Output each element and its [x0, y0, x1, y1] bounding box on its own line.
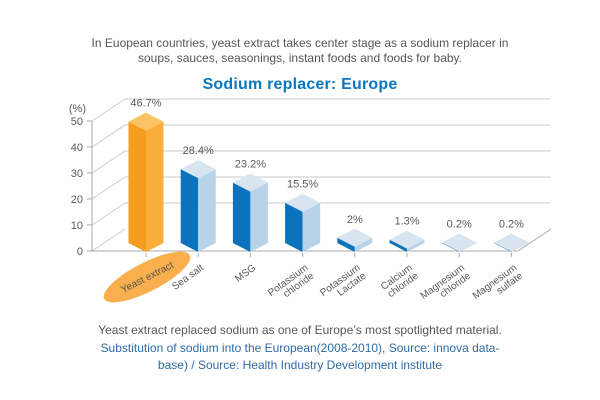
bar-left-face — [441, 242, 460, 252]
category-label-text: Potassiumchloride — [266, 262, 316, 307]
category-label-text: Calciumchloride — [379, 262, 421, 300]
source-text: Substitution of sodium into the European… — [0, 340, 600, 374]
category-label: Calciumchloride — [379, 262, 421, 301]
y-axis-labels: 0 10 20 30 40 50 — [71, 116, 83, 258]
bar-right-face — [459, 242, 477, 252]
y-axis-unit: (%) — [69, 103, 86, 115]
gridlines — [91, 98, 551, 252]
source-line-1: Substitution of sodium into the European… — [100, 341, 500, 355]
bar-right-face — [302, 202, 321, 252]
category-label: MSG — [233, 262, 258, 284]
bar-value-label: 46.7% — [130, 98, 161, 110]
category-label: Magnesiumsulfate — [471, 262, 526, 310]
bar-value-label: 0.2% — [499, 218, 524, 230]
bar-right-face — [407, 239, 425, 252]
bar-top-face — [232, 173, 268, 192]
bar-value-label: 1.3% — [394, 216, 419, 228]
bar-sea-salt: 28.4% — [180, 145, 216, 257]
category-label-text: PotassiumLactate — [318, 262, 368, 307]
bar-left-face — [285, 202, 303, 252]
bar-yeast-extract: 46.7% — [128, 98, 164, 257]
category-label: Magnesiumchloride — [419, 262, 474, 310]
bar-top-face — [285, 193, 321, 212]
category-label-text: Magnesiumsulfate — [471, 262, 526, 310]
category-label: Potassiumchloride — [266, 262, 316, 307]
bar-left-face — [180, 169, 199, 252]
sodium-replacer-chart: 0 10 20 30 40 50(%) 46.7% 28.4% 23.2% 15.5% 2% 1.3%… — [69, 98, 552, 310]
bar-potassium-chloride: 15.5% — [285, 179, 321, 257]
y-tick-label: 20 — [71, 194, 83, 206]
bar-value-label: 28.4% — [183, 145, 214, 157]
bar-right-face — [146, 121, 164, 252]
bar-top-face — [389, 230, 425, 249]
bar-potassium-lactate: 2% — [337, 214, 373, 257]
source-line-2: base) / Source: Health Industry Developm… — [157, 358, 443, 372]
bar-left-face — [232, 182, 251, 252]
bar-right-face — [198, 169, 216, 252]
y-tick-label: 0 — [77, 246, 83, 258]
bar-left-face — [493, 242, 512, 252]
bar-top-face — [493, 233, 529, 252]
y-tick-label: 10 — [71, 220, 83, 232]
chart-title: Sodium replacer: Europe — [202, 76, 398, 93]
bar-left-face — [128, 121, 146, 252]
bar-right-face — [511, 242, 529, 252]
intro-line-1: In Euopean countries, yeast extract take… — [91, 36, 509, 50]
bar-value-label: 0.2% — [447, 218, 472, 230]
intro-text: In Euopean countries, yeast extract take… — [0, 36, 600, 66]
highlight-ellipse — [103, 251, 191, 303]
bar-top-face — [337, 228, 373, 247]
bar-magnesium-chloride: 0.2% — [441, 218, 477, 257]
bar-right-face — [354, 237, 373, 252]
bar-calcium-chloride: 1.3% — [389, 216, 425, 257]
y-tick-label: 50 — [71, 116, 83, 128]
caption-text: Yeast extract replaced sodium as one of … — [98, 323, 502, 337]
axes — [87, 120, 552, 252]
bar-left-face — [389, 239, 407, 252]
y-tick-label: 40 — [71, 142, 83, 154]
category-label: PotassiumLactate — [318, 262, 368, 307]
bar-msg: 23.2% — [232, 159, 268, 257]
category-label-text: MSG — [233, 262, 258, 284]
bar-left-face — [337, 237, 355, 252]
bar-right-face — [250, 182, 268, 252]
bar-magnesium-sulfate: 0.2% — [493, 218, 529, 257]
y-tick-label: 30 — [71, 168, 83, 180]
bar-value-label: 15.5% — [287, 179, 318, 191]
category-label-text: Magnesiumchloride — [419, 262, 474, 310]
intro-line-2: soups, sauces, seasonings, instant foods… — [138, 51, 462, 65]
bar-value-label: 23.2% — [235, 159, 266, 171]
bar-value-label: 2% — [347, 214, 363, 226]
bar-top-face — [180, 160, 216, 179]
bar-top-face — [128, 112, 164, 131]
bar-top-face — [441, 233, 477, 252]
